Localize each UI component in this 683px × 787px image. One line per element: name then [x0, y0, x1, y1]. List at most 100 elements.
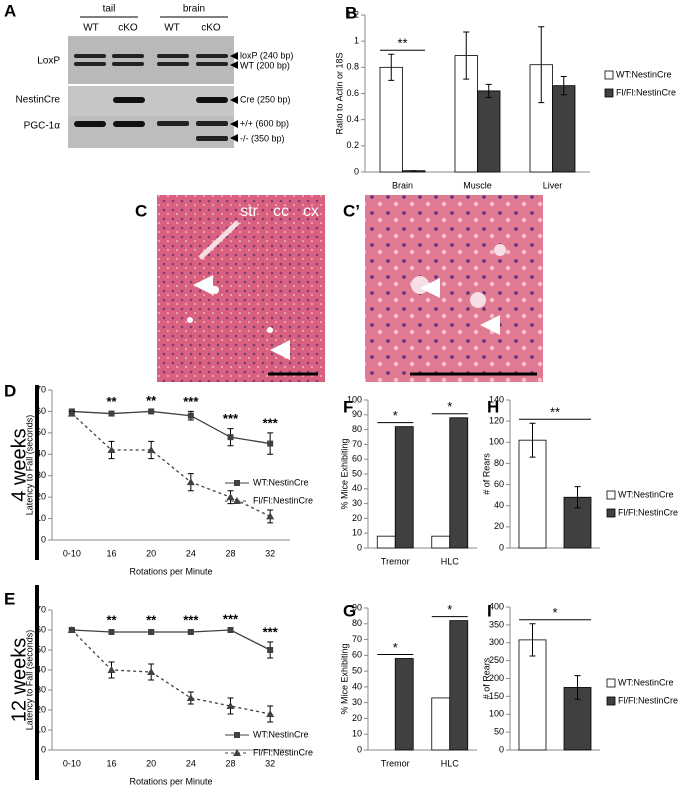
point: [266, 710, 275, 717]
panel-label: A: [4, 1, 16, 20]
point: [187, 412, 194, 419]
y-tick-label: 1.2: [346, 9, 359, 19]
legend-label: WT:NestinCre: [616, 69, 672, 79]
row-label: PGC-1α: [24, 121, 61, 132]
panel-label: E: [4, 589, 15, 608]
legend-label: Fl/Fl:NestinCre: [616, 87, 676, 97]
point: [226, 702, 235, 709]
point: [227, 627, 234, 633]
y-tick-label: 10: [352, 729, 362, 739]
legend-label: Fl/Fl:NestinCre: [253, 495, 313, 505]
legend-marker: [233, 749, 241, 756]
y-tick-label: 400: [489, 601, 504, 611]
y-axis-label: % Mice Exhibiting: [339, 643, 349, 714]
lane-label: WT: [164, 23, 180, 34]
bar: [431, 535, 451, 549]
significance-label: **: [146, 612, 157, 627]
x-tick-label: 28: [225, 758, 235, 768]
y-tick-label: 0: [41, 534, 46, 544]
y-tick-label: 70: [36, 604, 46, 614]
y-tick-label: 50: [36, 644, 46, 654]
x-tick-label: 0-10: [63, 758, 81, 768]
y-tick-label: 40: [352, 483, 362, 493]
y-tick-label: 0.4: [346, 114, 359, 124]
y-tick-label: 0: [499, 542, 504, 552]
x-tick-label: Tremor: [381, 556, 410, 566]
significance-label: ***: [263, 624, 279, 639]
error-bar: [538, 26, 545, 104]
x-tick-label: Tremor: [381, 758, 410, 768]
lane-label: WT: [83, 23, 99, 34]
x-axis-label: Rotations per Minute: [129, 566, 212, 576]
y-tick-label: 60: [36, 624, 46, 634]
error-bar: [574, 675, 581, 700]
significance-label: ***: [263, 415, 279, 430]
legend-label: Fl/Fl:NestinCre: [618, 507, 678, 517]
y-tick-label: 60: [36, 406, 46, 416]
y-tick-label: 0: [357, 744, 362, 754]
error-bar: [388, 53, 395, 81]
legend-swatch: [606, 696, 616, 706]
legend-label: Fl/Fl:NestinCre: [253, 747, 313, 757]
y-tick-label: 0: [41, 744, 46, 754]
line: [71, 629, 271, 715]
legend-swatch: [606, 490, 616, 500]
y-tick-label: 30: [36, 684, 46, 694]
x-tick-label: 16: [106, 548, 116, 558]
significance-label: **: [550, 405, 560, 420]
point: [108, 629, 115, 635]
band-label: loxP (240 bp): [240, 50, 293, 60]
panel-label: B: [345, 3, 357, 22]
point: [67, 626, 76, 633]
group-label: brain: [183, 4, 205, 15]
y-tick-label: 70: [352, 439, 362, 449]
x-tick-label: 24: [186, 758, 196, 768]
point: [148, 408, 155, 415]
x-tick-label: 16: [106, 758, 116, 768]
y-axis-label: % Mice Exhibiting: [339, 438, 349, 509]
x-tick-label: 0-10: [63, 548, 81, 558]
bar: [449, 417, 469, 549]
histology-image: [365, 195, 543, 382]
legend-label: Fl/Fl:NestinCre: [618, 695, 678, 705]
y-tick-label: 100: [489, 709, 504, 719]
significance-label: *: [447, 602, 452, 617]
bar: [379, 66, 403, 173]
y-axis-label: Ratio to Actin or 18S: [334, 52, 344, 134]
side-label: 4 weeks: [8, 428, 30, 501]
x-tick-label: 24: [186, 548, 196, 558]
point: [187, 629, 194, 635]
histology-image: [157, 195, 325, 382]
panel-label: C: [135, 201, 147, 220]
x-tick-label: Liver: [543, 180, 563, 190]
x-tick-label: Brain: [392, 180, 413, 190]
point: [267, 440, 274, 447]
significance-label: *: [393, 640, 398, 655]
x-tick-label: 28: [225, 548, 235, 558]
x-tick-label: 32: [265, 758, 275, 768]
error-bar: [529, 422, 536, 458]
y-axis-label: # of Rears: [481, 657, 491, 699]
legend-marker: [233, 497, 241, 504]
legend-swatch: [604, 88, 614, 98]
panel-label: C’: [343, 201, 360, 220]
point: [108, 410, 115, 417]
y-tick-label: 0: [354, 166, 359, 176]
y-tick-label: 350: [489, 619, 504, 629]
y-tick-label: 50: [36, 427, 46, 437]
y-tick-label: 90: [352, 602, 362, 612]
significance-label: ***: [223, 411, 239, 426]
y-tick-label: 140: [489, 394, 504, 404]
region-label: cc: [273, 203, 289, 220]
y-tick-label: 40: [494, 500, 504, 510]
y-tick-label: 300: [489, 637, 504, 647]
y-tick-label: 20: [494, 521, 504, 531]
bar: [394, 426, 414, 549]
point: [186, 694, 195, 701]
legend-label: WT:NestinCre: [618, 677, 674, 687]
y-axis-label: Latency to Fall (seconds): [24, 415, 34, 516]
x-tick-label: 20: [146, 548, 156, 558]
x-axis-label: Rotations per Minute: [129, 776, 212, 786]
panel-label: I: [487, 601, 492, 620]
error-bar: [463, 31, 470, 80]
